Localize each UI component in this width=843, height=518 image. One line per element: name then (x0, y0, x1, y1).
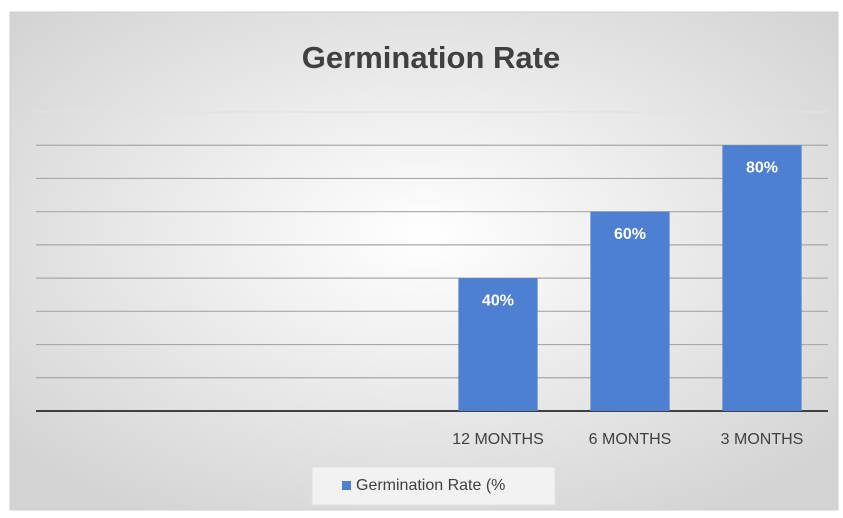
chart-title: Germination Rate (302, 40, 560, 75)
legend-swatch (342, 481, 351, 490)
bar (722, 145, 802, 411)
data-label: 60% (614, 226, 646, 243)
bar (590, 211, 670, 411)
chart-background (9, 11, 839, 511)
data-label: 40% (482, 292, 514, 309)
bar (458, 278, 538, 411)
x-tick-label: 3 MONTHS (721, 431, 804, 448)
data-label: 80% (746, 159, 778, 176)
legend-label: Germination Rate (% (356, 477, 505, 494)
x-tick-label: 12 MONTHS (452, 431, 544, 448)
x-tick-label: 6 MONTHS (589, 431, 672, 448)
legend-box (311, 466, 556, 506)
